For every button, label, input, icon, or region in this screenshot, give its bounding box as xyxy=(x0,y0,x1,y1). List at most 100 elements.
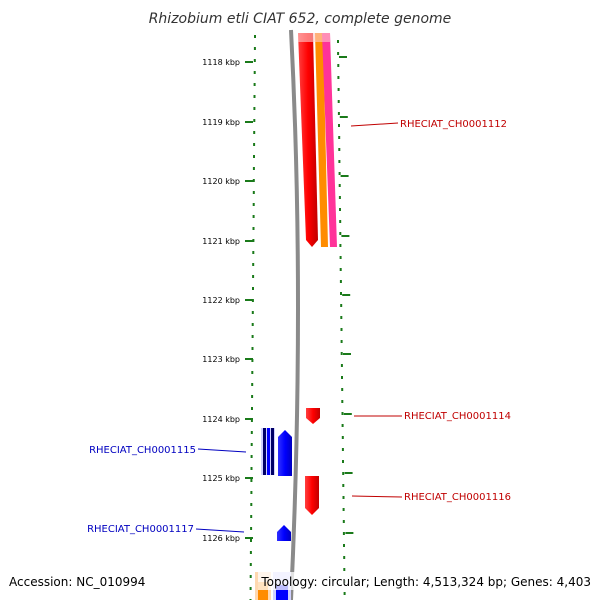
gene-label-1115[interactable]: RHECIAT_CH0001115 xyxy=(89,445,196,456)
scale-dot xyxy=(343,544,345,547)
gene-1114-arrow[interactable] xyxy=(306,408,320,424)
scale-dot xyxy=(337,76,340,79)
scale-dot xyxy=(251,323,254,326)
gene-top-faded-block xyxy=(298,33,330,42)
leader-1116 xyxy=(351,495,403,498)
scale-dot xyxy=(251,347,254,350)
scale-dot xyxy=(339,256,342,259)
scale-dot xyxy=(342,508,345,511)
scale-dot xyxy=(252,167,255,170)
right-scale-track xyxy=(337,40,346,595)
scale-dot xyxy=(250,431,253,434)
scale-dot xyxy=(252,263,255,266)
scale-dot xyxy=(340,316,343,319)
scale-major-tick xyxy=(339,56,347,58)
scale-major-tick xyxy=(343,413,352,415)
scale-dot xyxy=(252,203,255,206)
scale-major-tick xyxy=(245,240,253,242)
gene-1112-magenta-arrow[interactable] xyxy=(322,33,337,247)
scale-dot xyxy=(253,95,256,98)
gene-1115-block[interactable] xyxy=(261,428,275,475)
scale-major-tick xyxy=(245,358,253,360)
gene-label-1117[interactable]: RHECIAT_CH0001117 xyxy=(87,524,194,535)
scale-dot xyxy=(253,59,256,62)
scale-dot xyxy=(252,251,255,254)
scale-dot xyxy=(253,47,256,50)
scale-dot xyxy=(342,472,345,475)
scale-label: 1120 kbp xyxy=(202,177,240,186)
scale-dot xyxy=(250,527,253,530)
gene-label-1112[interactable]: RHECIAT_CH0001112 xyxy=(400,119,507,130)
scale-major-tick xyxy=(340,175,349,177)
scale-dot xyxy=(343,556,346,559)
scale-dot xyxy=(337,40,339,43)
scale-major-tick xyxy=(245,299,253,301)
scale-label: 1121 kbp xyxy=(202,237,240,246)
scale-dot xyxy=(338,184,341,187)
scale-major-tick xyxy=(343,353,351,355)
scale-major-tick xyxy=(245,121,253,123)
scale-dot xyxy=(252,239,255,242)
scale-label: 1124 kbp xyxy=(202,415,240,424)
scale-dot xyxy=(342,460,344,463)
scale-dot xyxy=(340,328,343,331)
scale-dot xyxy=(339,232,342,235)
genome-backbone xyxy=(289,29,300,600)
accession-text: Accession: NC_010994 xyxy=(9,575,145,589)
scale-dot xyxy=(253,131,256,134)
gene-1116-arrow[interactable] xyxy=(305,476,319,515)
scale-dot xyxy=(250,467,253,470)
scale-dot xyxy=(339,208,341,211)
scale-dot xyxy=(340,352,343,355)
scale-label: 1119 kbp xyxy=(202,118,240,127)
gene-1115-arrow[interactable] xyxy=(278,430,292,476)
gene-1112-orange-arrow[interactable] xyxy=(315,33,328,247)
scale-dot xyxy=(342,496,345,499)
gene-1112-red-arrow[interactable] xyxy=(298,33,318,247)
gene-label-1116[interactable]: RHECIAT_CH0001116 xyxy=(404,492,511,503)
leader-1117 xyxy=(195,528,245,533)
scale-major-tick xyxy=(245,477,253,479)
scale-major-tick xyxy=(245,61,253,63)
gene-label-1114[interactable]: RHECIAT_CH0001114 xyxy=(404,411,511,422)
scale-dot xyxy=(252,227,255,230)
scale-major-tick xyxy=(344,472,353,474)
scale-dot xyxy=(250,479,253,482)
scale-major-tick xyxy=(245,180,253,182)
scale-dot xyxy=(341,400,344,403)
scale-dot xyxy=(253,119,256,122)
scale-dot xyxy=(337,88,340,91)
scale-dot xyxy=(252,287,254,290)
scale-dot xyxy=(250,455,253,458)
scale-dot xyxy=(343,592,346,595)
genome-stats-text: Topology: circular; Length: 4,513,324 bp… xyxy=(260,575,591,589)
scale-dot xyxy=(341,376,343,379)
scale-label: 1126 kbp xyxy=(202,534,240,543)
scale-dot xyxy=(250,503,253,506)
scale-dot xyxy=(341,412,344,415)
leader-1115 xyxy=(197,448,247,453)
scale-dot xyxy=(338,172,341,175)
scale-label: 1118 kbp xyxy=(202,58,240,67)
scale-major-tick xyxy=(341,235,350,237)
scale-dot xyxy=(251,371,254,374)
scale-dot xyxy=(253,107,256,110)
gene-1117-arrow[interactable] xyxy=(277,525,291,541)
scale-dot xyxy=(340,340,343,343)
scale-dot xyxy=(249,575,252,578)
scale-dot xyxy=(251,407,253,410)
scale-major-tick xyxy=(245,418,253,420)
scale-dot xyxy=(337,64,340,67)
scale-dot xyxy=(340,304,343,307)
scale-dot xyxy=(341,424,344,427)
scale-dot xyxy=(337,52,340,55)
scale-dot xyxy=(337,100,340,103)
scale-dot xyxy=(337,112,340,115)
scale-dot xyxy=(342,520,345,523)
scale-dot xyxy=(340,364,343,367)
scale-dot xyxy=(339,280,342,283)
scale-dot xyxy=(249,551,252,554)
scale-dot xyxy=(249,563,252,566)
scale-dot xyxy=(250,419,253,422)
